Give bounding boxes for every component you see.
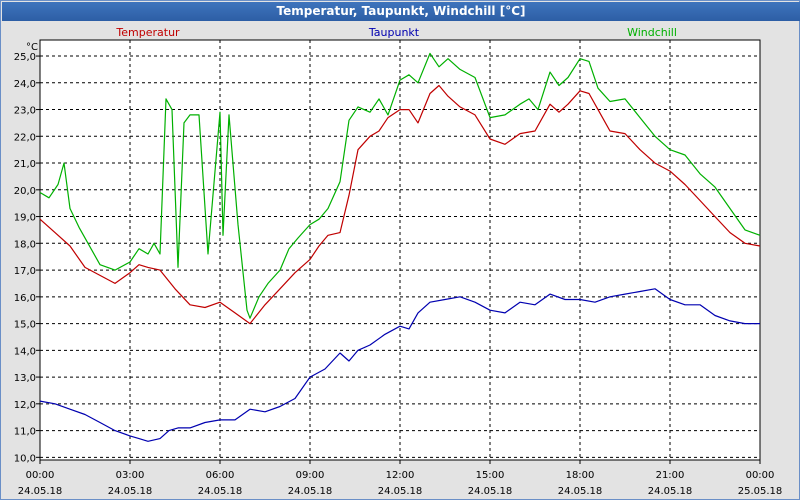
y-axis-unit: °C	[26, 42, 38, 53]
series-line-temperatur	[39, 84, 761, 325]
y-tick-label: 15,0	[14, 320, 36, 331]
y-tick-label: 14,0	[14, 346, 36, 357]
chart-title: Temperatur, Taupunkt, Windchill [°C]	[2, 2, 800, 21]
x-tick-time: 00:00	[746, 470, 775, 481]
x-tick-date: 24.05.18	[648, 486, 693, 497]
y-tick-label: 25,0	[14, 52, 36, 63]
y-tick-label: 13,0	[14, 373, 36, 384]
y-tick-label: 12,0	[14, 400, 36, 411]
y-tick-label: 20,0	[14, 186, 36, 197]
y-tick-label: 18,0	[14, 239, 36, 250]
y-tick-label: 22,0	[14, 132, 36, 143]
legend-temperatur: Temperatur	[115, 26, 180, 39]
grid-lines	[36, 40, 761, 464]
y-tick-label: 23,0	[14, 106, 36, 117]
x-tick-date: 24.05.18	[108, 486, 153, 497]
x-tick-time: 12:00	[386, 470, 415, 481]
legend-windchill: Windchill	[627, 26, 677, 39]
y-tick-label: 21,0	[14, 159, 36, 170]
y-tick-label: 16,0	[14, 293, 36, 304]
y-tick-label: 24,0	[14, 79, 36, 90]
x-tick-time: 09:00	[296, 470, 325, 481]
x-tick-date: 24.05.18	[558, 486, 603, 497]
y-tick-label: 19,0	[14, 213, 36, 224]
series-lines	[39, 52, 761, 442]
series-line-windchill	[39, 52, 761, 319]
x-tick-date: 25.05.18	[738, 486, 783, 497]
x-tick-date: 24.05.18	[18, 486, 63, 497]
x-tick-date: 24.05.18	[378, 486, 423, 497]
x-tick-time: 21:00	[656, 470, 685, 481]
series-line-taupunkt	[39, 288, 760, 442]
y-axis-labels: 10,0 11,0 12,0 13,0 14,0 15,0 16,0 17,0 18,0 19,0…	[14, 52, 36, 464]
x-tick-time: 00:00	[26, 470, 55, 481]
x-tick-time: 18:00	[566, 470, 595, 481]
x-tick-date: 24.05.18	[468, 486, 513, 497]
x-tick-time: 06:00	[206, 470, 235, 481]
legend-taupunkt: Taupunkt	[368, 26, 420, 39]
x-axis-labels: 00:00 24.05.18 03:00 24.05.18 06:00 24.05.18 0…	[18, 470, 783, 497]
y-tick-label: 17,0	[14, 266, 36, 277]
y-tick-label: 10,0	[14, 453, 36, 464]
x-tick-time: 03:00	[116, 470, 145, 481]
x-tick-date: 24.05.18	[198, 486, 243, 497]
x-tick-date: 24.05.18	[288, 486, 333, 497]
y-tick-label: 11,0	[14, 427, 36, 438]
x-tick-time: 15:00	[476, 470, 505, 481]
